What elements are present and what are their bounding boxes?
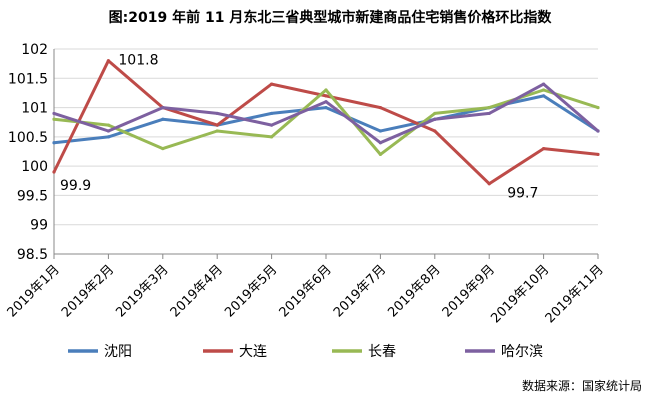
data-point [215,129,219,133]
data-point [596,105,600,110]
x-tick-label: 2019年11月 [543,262,607,326]
legend-label: 大连 [239,344,267,360]
data-point [215,111,219,116]
data-point [106,123,110,127]
data-point [52,170,56,174]
data-point [52,111,56,116]
y-tick-label: 98.5 [17,247,48,263]
data-point [378,129,382,133]
axes: 98.59999.5100100.5101101.51022019年1月2019… [5,42,607,326]
x-tick-label: 2019年5月 [222,262,280,320]
data-point [378,152,382,157]
data-point [324,100,328,104]
x-tick-label: 2019年7月 [331,262,389,320]
x-tick-label: 2019年2月 [59,262,117,320]
data-point [270,135,274,139]
source-note: 数据来源：国家统计局 [522,378,642,393]
legend-label: 沈阳 [104,344,132,360]
data-point [270,82,274,86]
data-point [596,152,600,157]
data-point [542,88,546,92]
data-point [596,129,600,133]
data-point [324,94,328,98]
data-point [487,105,491,110]
data-point [161,105,165,110]
data-point [433,111,437,116]
y-tick-label: 102 [21,42,48,58]
x-tick-label: 2019年3月 [113,262,171,320]
x-tick-label: 2019年8月 [385,262,443,320]
series-line-哈尔滨 [52,82,600,145]
x-tick-label: 2019年4月 [168,262,226,320]
data-point [106,129,110,133]
x-tick-label: 2019年1月 [5,262,63,320]
x-tick-label: 2019年6月 [277,262,335,320]
gridlines [54,48,598,255]
legend-label: 长春 [368,344,396,360]
y-tick-label: 100.5 [8,130,48,146]
data-point [52,117,56,121]
data-point [324,105,328,110]
data-point [161,117,165,121]
chart-title: 图:2019 年前 11 月东北三省典型城市新建商品住宅销售价格环比指数 [109,9,553,26]
data-point [378,105,382,110]
data-point [106,135,110,139]
y-tick-label: 99.5 [17,188,48,204]
data-label: 99.7 [507,186,538,202]
data-point [324,88,328,92]
data-point [106,59,110,63]
legend: 沈阳 大连 长春 哈尔滨 [68,344,543,360]
data-point [542,82,546,86]
data-point [161,146,165,151]
series-lines [52,59,600,186]
data-point [378,141,382,145]
data-point [270,111,274,116]
data-point [487,111,491,116]
data-label: 99.9 [60,178,91,194]
series-line-大连 [52,59,600,186]
data-point [433,129,437,133]
data-point [487,182,491,186]
data-label: 101.8 [118,53,158,69]
data-point [270,123,274,127]
y-tick-label: 101 [21,101,48,117]
data-point [215,123,219,127]
legend-label: 哈尔滨 [501,344,543,360]
data-point [52,141,56,145]
x-tick-label: 2019年9月 [440,262,498,320]
data-point [542,146,546,151]
y-tick-label: 99 [30,218,48,234]
y-tick-label: 100 [21,159,48,175]
y-tick-label: 101.5 [8,71,48,87]
data-point [542,94,546,98]
data-annotations: 101.8 99.9 99.7 [60,53,538,202]
data-point [433,117,437,121]
